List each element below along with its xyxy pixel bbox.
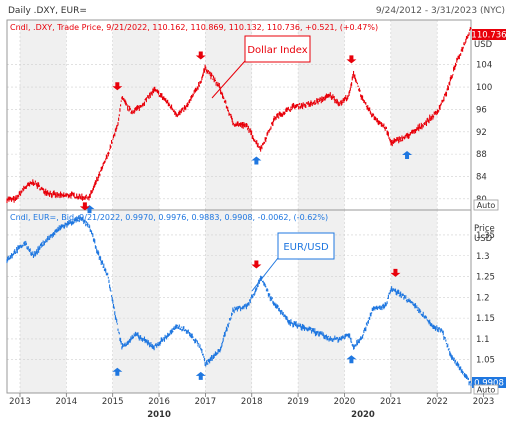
dxy-up-arrow-icon xyxy=(402,150,413,159)
eur-year-band xyxy=(112,210,160,393)
eur-unit-label: Price USD xyxy=(474,224,495,244)
eur-series xyxy=(6,214,472,387)
header-right: 9/24/2012 - 3/31/2023 (NYC) xyxy=(376,6,505,16)
eur-annotation-text: EUR/USD xyxy=(283,242,329,253)
eur-markers xyxy=(79,202,401,380)
dxy-annotation-text: Dollar Index xyxy=(247,45,307,56)
dxy-annotation-box xyxy=(244,35,311,63)
eur-year-band xyxy=(19,210,67,393)
eur-auto-button[interactable] xyxy=(473,384,499,395)
x-tick-label: 2022 xyxy=(426,397,448,407)
dxy-series xyxy=(6,27,472,204)
eur-y-tick: 1.15 xyxy=(476,314,495,324)
eur-y-axis: 1.05 1.1 1.15 1.2 1.25 1.3 1.35 xyxy=(476,231,495,366)
eur-up-arrow-icon xyxy=(195,371,206,380)
dxy-y-tick: 92 xyxy=(476,128,487,138)
x-tick-label: 2023 xyxy=(473,397,495,407)
eur-year-band xyxy=(390,210,438,393)
eur-year-band xyxy=(205,210,252,393)
eur-down-arrow-icon xyxy=(390,268,401,277)
eur-unit-line: Price xyxy=(474,224,495,234)
dxy-up-arrow-icon xyxy=(251,156,262,165)
dxy-year-band xyxy=(112,20,160,210)
x-decade-label: 2010 xyxy=(147,410,171,420)
dxy-down-arrow-icon xyxy=(195,51,206,60)
eur-y-tick: 1.35 xyxy=(476,231,495,241)
bottom-panel-frame xyxy=(6,209,472,394)
x-decade-label: 2020 xyxy=(351,410,375,420)
eur-down-arrow-icon xyxy=(251,260,262,269)
eur-y-tick: 1.05 xyxy=(476,356,495,366)
header-left: Daily .DXY, EUR= xyxy=(8,6,87,16)
dxy-last-value-tag xyxy=(472,29,506,40)
dxy-y-tick: 88 xyxy=(476,150,487,160)
x-tick-label: 2015 xyxy=(102,397,124,407)
x-tick-label: 2017 xyxy=(195,397,217,407)
dxy-y-tick: 96 xyxy=(476,105,487,115)
x-tick-label: 2013 xyxy=(9,397,31,407)
eur-annotation-leader xyxy=(251,257,279,292)
x-tick-label: 2016 xyxy=(148,397,170,407)
dxy-legend: Cndl, .DXY, Trade Price, 9/21/2022, 110.… xyxy=(10,23,378,32)
dxy-y-tick: 104 xyxy=(476,61,492,71)
eur-down-arrow-icon xyxy=(79,202,90,211)
x-tick-label: 2021 xyxy=(380,397,402,407)
eur-last-value: 0.9908 xyxy=(474,379,504,389)
x-axis: 2013 2014 2015 2016 2017 2018 2019 2020 2021 2022… xyxy=(9,393,494,420)
x-tick-label: 2018 xyxy=(241,397,263,407)
eur-y-tick: 1.2 xyxy=(476,293,490,303)
dxy-unit-label: USD xyxy=(474,40,493,50)
dxy-y-tick: 84 xyxy=(476,172,487,182)
bottom-panel-shading xyxy=(19,210,438,393)
dxy-auto-label: Auto xyxy=(477,201,496,210)
dxy-down-arrow-icon xyxy=(112,82,123,91)
eur-unit-line: USD xyxy=(474,234,493,244)
eur-y-tick: 1.3 xyxy=(476,252,490,262)
dxy-down-arrow-icon xyxy=(346,55,357,64)
eur-up-arrow-icon xyxy=(346,355,357,364)
eur-last-value-tag xyxy=(472,377,506,388)
x-tick-label: 2019 xyxy=(287,397,309,407)
dxy-y-tick: 100 xyxy=(476,83,492,93)
x-tick-label: 2020 xyxy=(334,397,356,407)
dxy-markers xyxy=(84,51,413,214)
eur-annotation-box xyxy=(277,232,335,260)
dxy-annotation-leader xyxy=(211,60,246,99)
eur-legend: Cndl, EUR=, Bid, 9/21/2022, 0.9970, 0.99… xyxy=(10,213,328,222)
eur-y-tick: 1.25 xyxy=(476,273,495,283)
eur-up-arrow-icon xyxy=(112,367,123,376)
dxy-last-value: 110.736 xyxy=(471,31,506,41)
eur-auto-label: Auto xyxy=(477,386,496,395)
x-tick-label: 2014 xyxy=(56,397,78,407)
eur-y-tick: 1.1 xyxy=(476,335,490,345)
dxy-year-band xyxy=(19,20,67,210)
dxy-auto-button[interactable] xyxy=(473,199,499,211)
